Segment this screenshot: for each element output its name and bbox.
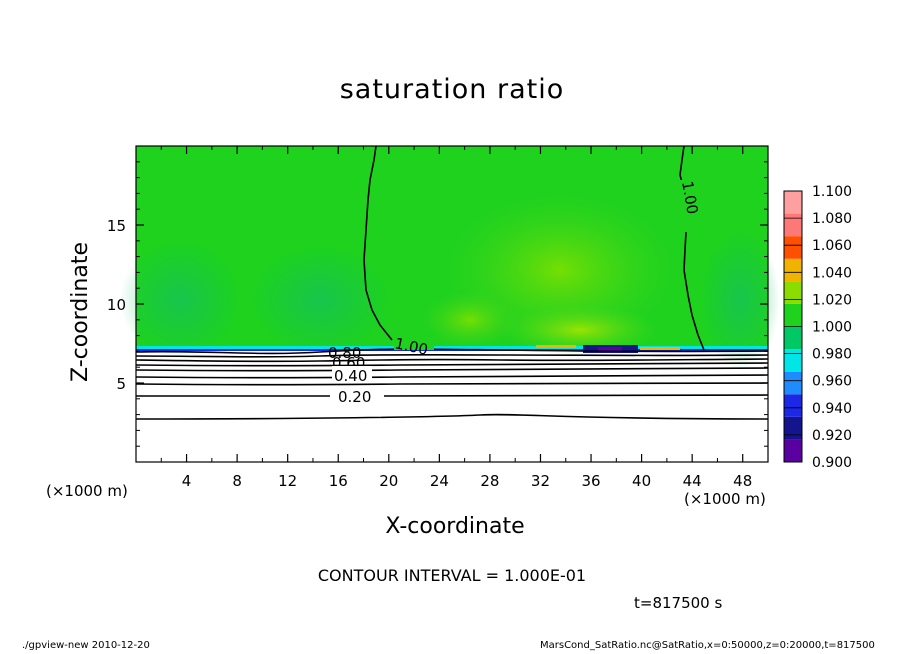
time-text: t=817500 s [634, 594, 723, 612]
colorbar-label: 1.020 [812, 292, 852, 308]
contour-label: 1.00 [678, 180, 702, 216]
x-tick-label: 20 [379, 472, 398, 490]
contour-label: 0.20 [338, 388, 371, 406]
contour-line [135, 382, 769, 386]
colorbar-label: 1.000 [812, 320, 852, 336]
contour-line [383, 394, 769, 397]
colorbar-label: 0.980 [812, 347, 852, 363]
colorbar-label: 1.080 [812, 211, 852, 227]
colorbar-swatch [784, 371, 802, 395]
contour-line [363, 145, 393, 341]
y-tick-label: 15 [107, 217, 126, 235]
x-tick-label: 16 [329, 472, 348, 490]
colorbar-label: 1.060 [812, 238, 852, 254]
x-axis: 4 8 12 16 20 24 28 32 36 40 44 48 [160, 146, 752, 490]
y-axis-label: Z-coordinate [68, 242, 93, 382]
footer-source: MarsCond_SatRatio.nc@SatRatio,x=0:50000,… [540, 640, 875, 651]
colorbar-swatch [784, 258, 802, 282]
x-tick-label: 4 [182, 472, 192, 490]
x-tick-label: 36 [581, 472, 600, 490]
contour-line [135, 413, 769, 420]
colorbar-swatch [784, 303, 802, 327]
x-tick-label: 44 [683, 472, 702, 490]
saturation-field [120, 146, 780, 370]
colorbar-label: 0.960 [812, 374, 852, 390]
contour-line [135, 374, 769, 379]
footer-program: ./gpview-new 2010-12-20 [22, 640, 150, 651]
x-tick-label: 40 [632, 472, 651, 490]
y-tick-label: 10 [107, 296, 126, 314]
colorbar-swatch [784, 191, 802, 214]
contour-line [135, 353, 769, 358]
contour-interval-text: CONTOUR INTERVAL = 1.000E-01 [317, 566, 587, 585]
contour-line [135, 362, 769, 367]
colorbar-swatch [784, 394, 802, 417]
x-unit-label-left: (×1000 m) [46, 482, 128, 500]
colorbar-swatch [784, 281, 802, 304]
colorbar-label: 1.100 [812, 184, 852, 200]
y-tick-label: 5 [116, 375, 126, 393]
x-tick-label: 48 [733, 472, 752, 490]
colorbar-swatch [784, 326, 802, 350]
colorbar-swatch [784, 349, 802, 372]
contour-line [135, 367, 769, 372]
colorbar-swatch [784, 416, 802, 440]
x-unit-label-right: (×1000 m) [684, 490, 766, 508]
contour-line [135, 358, 769, 363]
x-tick-label: 24 [430, 472, 449, 490]
colorbar-label: 1.040 [812, 265, 852, 281]
colorbar: 0.900 0.920 0.940 0.960 0.980 1.000 1.020 1.040… [783, 184, 852, 471]
contour-label: 0.80 [328, 344, 361, 362]
colorbar-label: 0.920 [812, 428, 852, 444]
colorbar-label: 0.940 [812, 401, 852, 417]
x-tick-label: 28 [480, 472, 499, 490]
x-axis-label: X-coordinate [385, 514, 525, 539]
colorbar-swatch [784, 439, 802, 462]
colorbar-label: 0.900 [812, 455, 852, 471]
contour-line [683, 231, 705, 351]
y-axis: 5 10 15 [107, 161, 768, 447]
contour-label: 0.40 [334, 367, 367, 385]
x-tick-label: 12 [278, 472, 297, 490]
colorbar-swatch [784, 213, 802, 237]
colorbar-swatch [784, 236, 802, 259]
chart-title: saturation ratio [339, 74, 565, 105]
x-tick-label: 8 [232, 472, 242, 490]
x-tick-label: 32 [531, 472, 550, 490]
